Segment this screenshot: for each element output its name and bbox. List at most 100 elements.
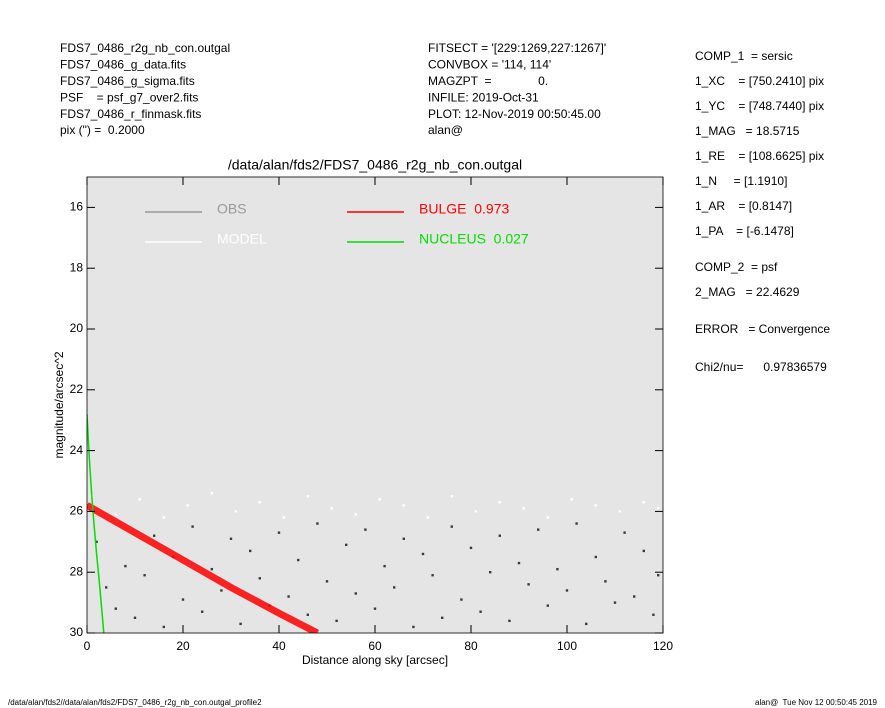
- x-tick-label: 120: [653, 639, 673, 653]
- header-right-line: ERROR = Convergence: [695, 322, 830, 336]
- data-point: [258, 501, 261, 504]
- model-curve: [87, 502, 320, 633]
- data-point: [441, 616, 444, 619]
- data-point: [354, 513, 357, 516]
- header-left-line: FDS7_0486_g_sigma.fits: [60, 74, 195, 88]
- data-point: [138, 498, 141, 501]
- data-point: [297, 558, 300, 562]
- header-left-line: FDS7_0486_r2g_nb_con.outgal: [60, 41, 230, 55]
- data-point: [229, 537, 233, 540]
- data-point: [220, 589, 223, 592]
- data-point: [522, 507, 525, 510]
- footer-right: alan@ Tue Nov 12 00:50:45 2019: [755, 698, 878, 707]
- header-middle-line: PLOT: 12-Nov-2019 00:50:45.00: [428, 107, 601, 121]
- data-point: [546, 604, 549, 607]
- data-point: [105, 586, 108, 589]
- data-point: [330, 507, 333, 510]
- header-middle-line: alan@: [428, 123, 463, 137]
- y-tick-label: 18: [70, 260, 84, 274]
- y-tick-label: 24: [70, 443, 84, 457]
- y-tick-label: 16: [70, 200, 84, 214]
- data-point: [210, 567, 213, 571]
- data-point: [378, 498, 381, 501]
- chart-title: /data/alan/fds2/FDS7_0486_r2g_nb_con.out…: [228, 157, 522, 173]
- data-point: [287, 595, 290, 598]
- data-point: [143, 574, 146, 577]
- y-tick-label: 20: [70, 321, 84, 335]
- x-tick-label: 100: [557, 639, 577, 653]
- data-point: [412, 625, 415, 629]
- header-right-line: 1_AR = [0.8147]: [695, 199, 792, 213]
- x-tick-label: 80: [464, 639, 478, 653]
- data-point: [498, 534, 501, 537]
- data-point: [335, 619, 338, 623]
- data-point: [613, 601, 617, 604]
- data-point: [623, 531, 626, 534]
- x-tick-label: 60: [368, 639, 382, 653]
- y-axis-label: magnitude/arcsec^2: [52, 351, 66, 458]
- header-left-line: FDS7_0486_r_finmask.fits: [60, 107, 201, 121]
- data-point: [249, 549, 252, 553]
- data-point: [373, 607, 377, 610]
- data-point: [201, 610, 204, 613]
- data-point: [642, 501, 645, 504]
- data-point: [325, 580, 329, 583]
- data-point: [450, 525, 453, 528]
- data-point: [282, 516, 285, 519]
- data-point: [306, 613, 309, 616]
- data-point: [95, 540, 98, 543]
- header-middle-line: FITSECT = '[229:1269,227:1267]': [428, 41, 606, 55]
- header-right-line: COMP_2 = psf: [695, 260, 778, 274]
- data-point: [517, 561, 521, 565]
- data-point: [234, 510, 237, 513]
- header-left-line: pix (") = 0.2000: [60, 123, 145, 137]
- data-point: [570, 498, 573, 501]
- plot-data: [87, 414, 660, 633]
- x-tick-label: 20: [176, 639, 190, 653]
- data-point: [306, 495, 309, 498]
- data-point: [402, 504, 405, 507]
- data-point: [191, 525, 194, 528]
- data-point: [479, 610, 482, 613]
- data-point: [565, 589, 569, 592]
- data-point: [575, 522, 578, 525]
- data-point: [316, 522, 319, 525]
- data-point: [556, 567, 559, 571]
- y-tick-label: 26: [70, 504, 84, 518]
- legend-label: OBS: [217, 201, 247, 217]
- plot-area: [87, 177, 663, 633]
- header-middle-line: CONVBOX = '114, 114': [428, 58, 551, 72]
- data-point: [450, 495, 453, 498]
- model-curve: [87, 414, 105, 633]
- data-point: [114, 513, 117, 516]
- header-middle-line: MAGZPT = 0.: [428, 74, 548, 88]
- data-point: [508, 619, 511, 623]
- x-tick-label: 0: [84, 639, 91, 653]
- data-point: [426, 516, 429, 519]
- data-point: [657, 507, 660, 510]
- data-point: [162, 625, 165, 629]
- data-point: [153, 534, 156, 537]
- header-left-line: FDS7_0486_g_data.fits: [60, 58, 186, 72]
- y-tick-label: 22: [70, 382, 84, 396]
- data-point: [657, 574, 660, 577]
- data-point: [537, 528, 540, 531]
- data-point: [604, 580, 607, 583]
- data-point: [186, 504, 189, 507]
- header-right-line: 1_PA = [-6.1478]: [695, 224, 794, 238]
- legend-label: MODEL: [217, 231, 267, 247]
- data-point: [469, 546, 473, 550]
- header-left-line: PSF = psf_g7_over2.fits: [60, 90, 198, 104]
- header-right-line: 1_YC = [748.7440] pix: [695, 99, 824, 113]
- data-point: [633, 595, 636, 598]
- data-point: [114, 607, 117, 610]
- data-point: [345, 543, 348, 547]
- x-axis-label: Distance along sky [arcsec]: [302, 653, 448, 667]
- data-point: [421, 552, 425, 556]
- data-point: [181, 598, 185, 601]
- legend-label: BULGE 0.973: [419, 201, 509, 217]
- data-point: [364, 528, 367, 531]
- data-point: [527, 583, 530, 586]
- data-point: [585, 622, 588, 626]
